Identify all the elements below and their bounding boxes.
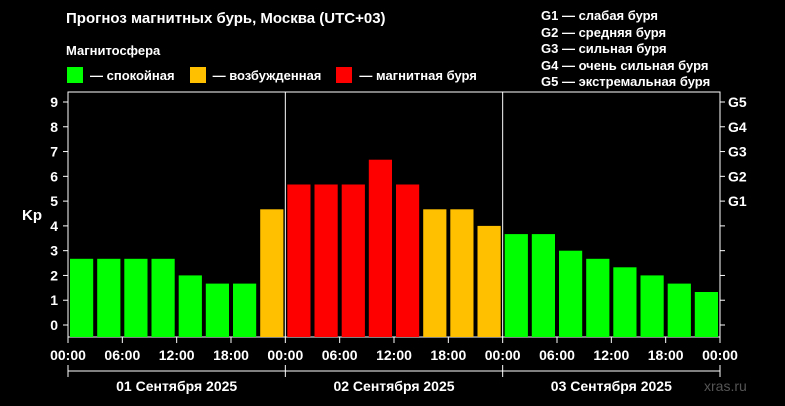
- g-tick-label: G5: [728, 94, 747, 110]
- x-tick-label: 00:00: [702, 347, 738, 363]
- legend-item-quiet: — спокойная: [66, 66, 175, 84]
- x-tick-label: 00:00: [50, 347, 86, 363]
- legend-swatch-active: [188, 66, 207, 84]
- x-tick-label: 00:00: [267, 347, 303, 363]
- g-tick-label: G1: [728, 193, 747, 209]
- bar: [314, 184, 338, 337]
- bar: [504, 234, 528, 337]
- y-tick-label: 1: [50, 292, 58, 308]
- legend-label-storm: — магнитная буря: [359, 67, 477, 83]
- x-tick-label: 06:00: [104, 347, 140, 363]
- g-scale-item: G5 — экстремальная буря: [541, 74, 711, 89]
- g-scale-item: G3 — сильная буря: [541, 41, 667, 56]
- bar: [613, 267, 637, 337]
- y-tick-label: 5: [50, 193, 58, 209]
- day-label: 03 Сентября 2025: [551, 378, 672, 394]
- day-label: 02 Сентября 2025: [333, 378, 454, 394]
- x-tick-label: 06:00: [322, 347, 358, 363]
- y-tick-label: 0: [50, 317, 58, 333]
- legend-title: Магнитосфера: [66, 43, 161, 58]
- x-tick-label: 06:00: [539, 347, 575, 363]
- bar: [586, 258, 610, 337]
- bar: [178, 275, 202, 337]
- bar: [531, 234, 555, 337]
- legend-swatch-storm: [335, 66, 354, 84]
- legend-swatch-quiet: [66, 66, 84, 84]
- legend-label-active: — возбужденная: [212, 67, 322, 83]
- g-tick-label: G3: [728, 144, 747, 160]
- legend-item-storm: — магнитная буря: [335, 66, 477, 84]
- bar: [70, 258, 94, 337]
- y-tick-label: 6: [50, 168, 58, 184]
- bar: [396, 184, 420, 337]
- bar: [260, 209, 284, 337]
- g-scale-item: G1 — слабая буря: [541, 8, 659, 23]
- bar: [423, 209, 447, 337]
- legend: — спокойная — возбужденная — магнитная б…: [66, 66, 491, 84]
- g-scale-item: G2 — средняя буря: [541, 24, 667, 40]
- legend-label-quiet: — спокойная: [90, 67, 175, 83]
- bar: [205, 283, 229, 337]
- day-label: 01 Сентября 2025: [116, 378, 237, 394]
- y-tick-label: 9: [50, 94, 58, 110]
- g-scale-item: G4 — очень сильная буря: [541, 57, 709, 73]
- g-tick-label: G2: [728, 168, 747, 184]
- y-tick-label: 8: [50, 119, 58, 135]
- bar: [341, 184, 365, 337]
- bar: [640, 275, 664, 337]
- y-tick-label: 2: [50, 267, 58, 283]
- y-axis-label: Kp: [22, 207, 42, 224]
- x-tick-label: 18:00: [430, 347, 466, 363]
- x-tick-label: 18:00: [648, 347, 684, 363]
- bar: [477, 225, 501, 337]
- bar: [559, 250, 583, 337]
- legend-item-active: — возбужденная: [188, 66, 322, 84]
- bar: [667, 283, 691, 337]
- x-tick-label: 12:00: [376, 347, 412, 363]
- bar: [287, 184, 311, 337]
- bar: [124, 258, 148, 337]
- x-tick-label: 12:00: [593, 347, 629, 363]
- bar: [151, 258, 175, 337]
- g-scale-legend: G1 — слабая буря G2 — средняя буря G3 — …: [541, 8, 710, 91]
- bar: [450, 209, 474, 337]
- x-tick-label: 18:00: [213, 347, 249, 363]
- bar: [368, 159, 392, 337]
- bar: [694, 292, 718, 337]
- bar: [233, 283, 257, 337]
- x-tick-label: 12:00: [159, 347, 195, 363]
- x-tick-label: 00:00: [485, 347, 521, 363]
- y-tick-label: 3: [50, 243, 58, 259]
- g-tick-label: G4: [728, 119, 747, 135]
- y-tick-label: 7: [50, 144, 58, 160]
- y-tick-label: 4: [50, 218, 58, 234]
- page-title: Прогноз магнитных бурь, Москва (UTC+03): [66, 10, 386, 27]
- watermark: xras.ru: [704, 378, 747, 394]
- bar: [97, 258, 121, 337]
